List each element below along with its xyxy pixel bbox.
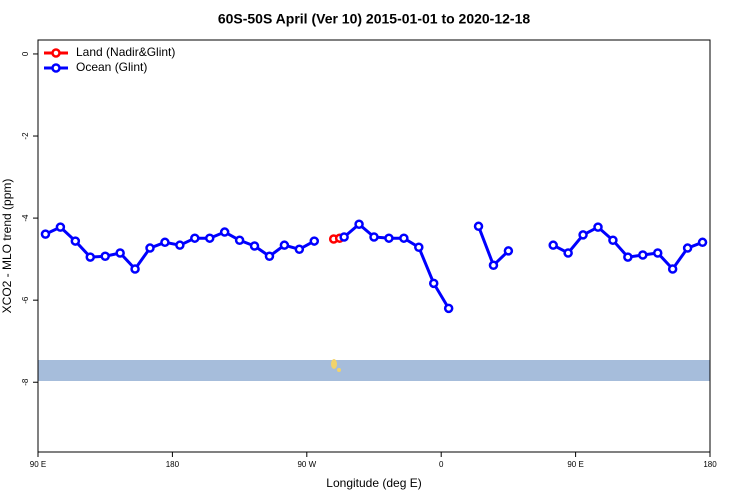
point	[115, 248, 125, 258]
point	[249, 241, 260, 251]
x-tick-label: 180	[703, 460, 717, 469]
point	[369, 232, 379, 242]
point	[175, 240, 185, 250]
point	[219, 227, 230, 237]
point	[548, 240, 558, 250]
x-tick-label: 90 E	[30, 460, 46, 469]
point	[55, 222, 66, 232]
y-tick-label: -6	[21, 296, 30, 304]
x-tick-label: 180	[166, 460, 180, 469]
x-tick-label: 90 W	[297, 460, 316, 469]
y-tick-label: 0	[21, 51, 30, 56]
point	[593, 222, 603, 232]
y-axis-label: XCO2 - MLO trend (ppm)	[0, 179, 14, 314]
point	[414, 242, 424, 252]
point	[399, 233, 409, 243]
point	[428, 278, 439, 289]
legend-marker	[51, 63, 61, 73]
point	[70, 236, 81, 246]
series-line	[343, 222, 450, 310]
point	[354, 219, 364, 230]
x-tick-label: 0	[439, 460, 444, 469]
point	[578, 230, 588, 240]
chart-title: 60S-50S April (Ver 10) 2015-01-01 to 202…	[218, 11, 531, 27]
land-patch	[337, 368, 341, 372]
point	[234, 235, 245, 246]
point	[264, 251, 275, 262]
point	[309, 236, 320, 246]
series-line	[552, 225, 704, 272]
point	[85, 252, 96, 262]
series-line	[477, 225, 510, 268]
point	[503, 246, 514, 256]
point	[667, 264, 678, 274]
x-axis-label: Longitude (deg E)	[326, 476, 421, 490]
point	[384, 233, 394, 243]
point	[190, 233, 200, 243]
point	[682, 243, 693, 253]
point	[160, 237, 170, 248]
point	[488, 260, 499, 271]
point	[652, 248, 663, 258]
point	[608, 235, 618, 246]
point	[473, 221, 484, 232]
map-strip	[38, 360, 710, 381]
y-tick-label: -8	[21, 378, 30, 386]
point	[697, 237, 708, 248]
point	[294, 244, 305, 255]
x-tick-label: 90 E	[567, 460, 583, 469]
point	[204, 233, 215, 243]
point	[443, 303, 454, 314]
legend-label: Land (Nadir&Glint)	[76, 45, 175, 59]
y-tick-label: -2	[21, 132, 30, 140]
land-patch	[331, 359, 337, 369]
plot-frame	[37, 39, 711, 453]
point	[100, 251, 110, 262]
point	[40, 229, 51, 239]
point	[145, 243, 155, 253]
legend-marker	[51, 48, 61, 58]
point	[279, 240, 290, 250]
point	[563, 248, 573, 258]
y-tick-label: -4	[21, 214, 30, 222]
point	[623, 252, 633, 262]
legend-label: Ocean (Glint)	[76, 60, 147, 74]
point	[339, 232, 349, 242]
point	[638, 250, 648, 260]
point	[130, 264, 140, 274]
